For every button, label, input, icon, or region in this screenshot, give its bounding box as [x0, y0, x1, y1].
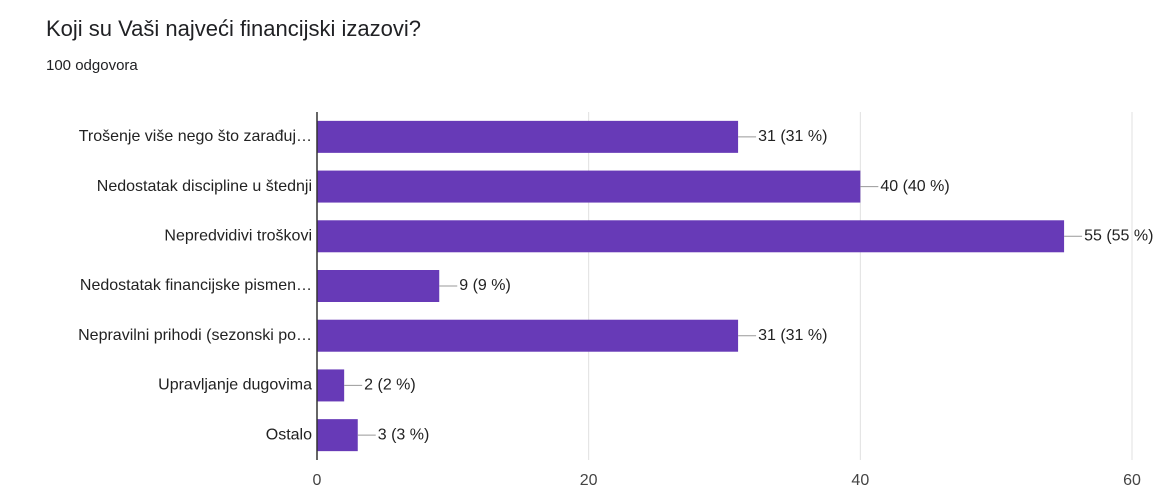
y-tick-label: Ostalo	[266, 426, 312, 443]
bar	[317, 319, 739, 352]
y-tick-label: Nepredvidivi troškovi	[164, 228, 312, 245]
bar	[317, 170, 861, 203]
y-tick-label: Nedostatak discipline u štednji	[97, 178, 312, 195]
chart-subtitle: 100 odgovora	[46, 57, 138, 74]
x-tick-label: 60	[1123, 472, 1141, 489]
value-label: 3 (3 %)	[378, 426, 430, 443]
x-tick-label: 40	[851, 472, 869, 489]
y-tick-label: Nedostatak financijske pismen…	[80, 277, 312, 294]
y-tick-label: Trošenje više nego što zarađuj…	[79, 128, 312, 145]
bar	[317, 270, 440, 302]
value-label: 9 (9 %)	[459, 277, 511, 294]
bar	[317, 419, 358, 452]
x-tick-label: 0	[313, 472, 322, 489]
y-tick-label: Nepravilni prihodi (sezonski po…	[78, 327, 312, 344]
bar	[317, 369, 345, 402]
value-label: 31 (31 %)	[758, 327, 827, 344]
x-tick-label: 20	[580, 472, 598, 489]
chart-title: Koji su Vaši najveći financijski izazovi…	[46, 16, 421, 41]
bar	[317, 120, 739, 153]
value-label: 2 (2 %)	[364, 377, 416, 394]
value-label: 31 (31 %)	[758, 128, 827, 145]
value-label: 55 (55 %)	[1084, 228, 1153, 245]
value-label: 40 (40 %)	[880, 178, 949, 195]
bar	[317, 220, 1065, 253]
y-tick-label: Upravljanje dugovima	[158, 377, 312, 394]
